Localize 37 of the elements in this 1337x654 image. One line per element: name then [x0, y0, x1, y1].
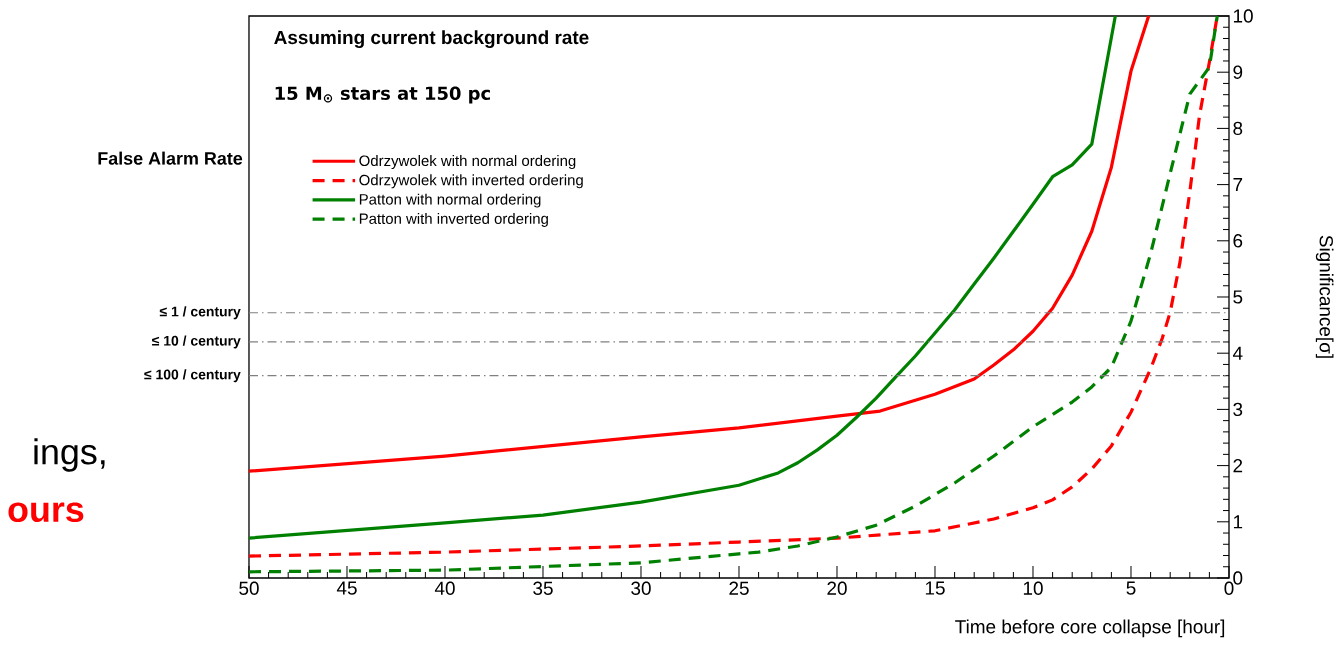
text: Assuming current background rate [274, 30, 589, 48]
legend-label: Odrzywolek with inverted ordering [359, 174, 583, 189]
text: ings, [34, 438, 105, 472]
y-tick-label: 7 [1233, 178, 1243, 192]
y-tick-label: 6 [1233, 234, 1243, 248]
x-tick-label: 10 [1023, 581, 1043, 595]
x-tick-label: 15 [925, 581, 945, 595]
x-tick-label: 5 [1126, 581, 1136, 595]
x-tick-label: 30 [631, 581, 651, 595]
y-axis-title: Significance[σ] [1315, 235, 1334, 358]
y-tick-label: 3 [1233, 402, 1243, 417]
y-tick-label: 2 [1233, 458, 1243, 473]
x-tick-label: 20 [827, 581, 847, 595]
ref-line-label: ≤ 10 / century [152, 335, 241, 349]
x-tick-label: 0 [1224, 581, 1234, 595]
text: 15 M$_{⊙}$ stars at 150 pc [275, 86, 490, 104]
x-tick-label: 40 [434, 581, 455, 595]
x-axis-title: Time before core collapse [hour] [955, 619, 1225, 638]
legend-label: Patton with inverted ordering [359, 212, 548, 227]
x-tick-label: 45 [336, 581, 357, 595]
y-tick-label: 0 [1233, 571, 1243, 585]
y-tick-label: 10 [1233, 9, 1253, 23]
text: False Alarm Rate [98, 151, 243, 165]
y-tick-label: 5 [1233, 290, 1243, 304]
ref-line-label: ≤ 1 / century [159, 306, 241, 320]
y-tick-label: 8 [1233, 121, 1243, 136]
y-tick-label: 1 [1233, 515, 1243, 529]
text: ours [8, 502, 84, 523]
x-tick-label: 50 [239, 581, 259, 595]
legend-label: Patton with normal ordering [359, 193, 541, 208]
x-tick-label: 35 [533, 581, 553, 595]
y-tick-label: 9 [1233, 65, 1243, 79]
y-tick-label: 4 [1232, 346, 1243, 360]
x-tick-label: 25 [729, 581, 749, 595]
line-series [247, 14, 1151, 473]
ref-line-label: ≤ 100 / century [144, 369, 241, 383]
legend-label: Odrzywolek with normal ordering [359, 155, 576, 169]
